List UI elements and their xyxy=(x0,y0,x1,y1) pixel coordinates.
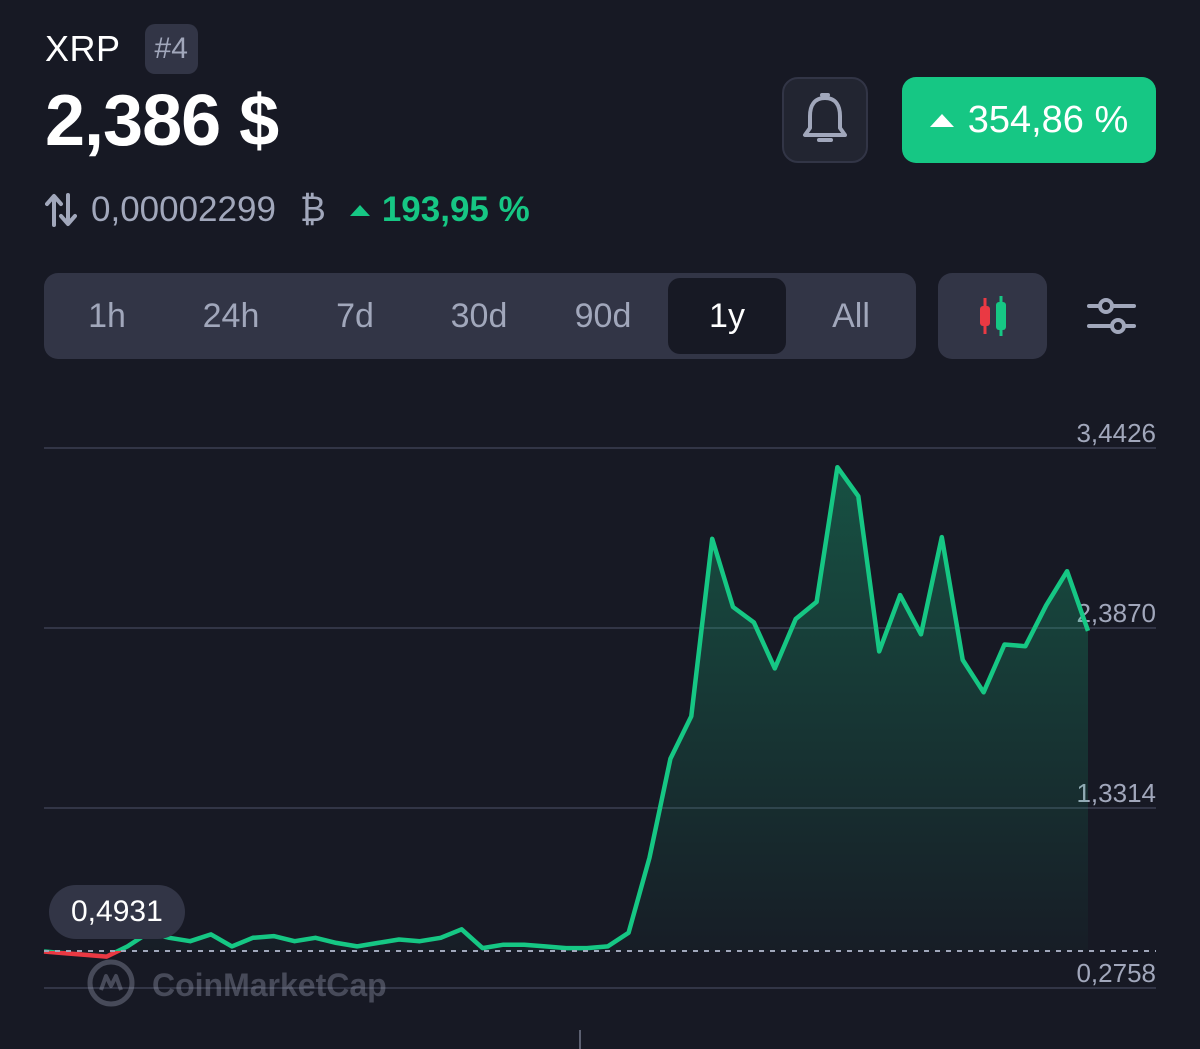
rank-badge: #4 xyxy=(144,24,198,74)
chart-type-button[interactable] xyxy=(938,273,1047,359)
watermark-text: CoinMarketCap xyxy=(152,967,387,1003)
cmc-logo-icon xyxy=(87,959,135,1007)
y-tick-label: 3,4426 xyxy=(1076,418,1156,448)
btc-change-value: 193,95 % xyxy=(381,190,530,229)
price-change-value: 354,86 % xyxy=(967,98,1129,141)
coin-symbol: XRP xyxy=(45,28,121,69)
tab-1y[interactable]: 1y xyxy=(668,278,786,354)
y-tick-label: 0,2758 xyxy=(1076,958,1156,988)
tab-30d[interactable]: 30d xyxy=(450,296,508,335)
tab-1h[interactable]: 1h xyxy=(88,296,126,335)
chart-settings-button[interactable] xyxy=(1080,288,1144,344)
baseline-price-value: 0,4931 xyxy=(71,895,163,928)
y-tick-label: 1,3314 xyxy=(1076,778,1156,808)
triangle-up-icon xyxy=(929,113,954,127)
y-tick-label: 2,3870 xyxy=(1076,598,1156,628)
tab-24h[interactable]: 24h xyxy=(202,296,260,335)
triangle-up-icon xyxy=(349,204,370,216)
sliders-icon xyxy=(1087,298,1136,334)
cmc-logo-mark xyxy=(99,974,123,991)
tab-90d[interactable]: 90d xyxy=(574,296,632,335)
cmc-watermark: CoinMarketCap xyxy=(87,959,387,1007)
btc-change: 193,95 % xyxy=(349,190,530,230)
price-alert-button[interactable] xyxy=(782,77,868,163)
btc-price-value: 0,00002299 xyxy=(91,190,276,229)
btc-unit: ₿ xyxy=(299,190,326,229)
current-price: 2,386 $ xyxy=(45,81,279,161)
price-line-above-baseline xyxy=(44,464,1091,951)
coin-header: XRP #4 xyxy=(45,24,198,74)
btc-price-row: 0,00002299 ₿ 193,95 % xyxy=(45,190,530,230)
baseline-price-tooltip: 0,4931 xyxy=(49,885,185,939)
tab-all[interactable]: All xyxy=(832,296,870,335)
tab-7d[interactable]: 7d xyxy=(336,296,374,335)
price-change-badge[interactable]: 354,86 % xyxy=(902,77,1156,163)
swap-arrows-icon xyxy=(45,193,77,227)
bell-icon xyxy=(803,93,847,142)
time-range-tabs: 1h 24h 7d 30d 90d 1y All xyxy=(44,273,916,359)
price-area-fill xyxy=(44,467,1088,957)
candlestick-icon xyxy=(979,296,1006,336)
